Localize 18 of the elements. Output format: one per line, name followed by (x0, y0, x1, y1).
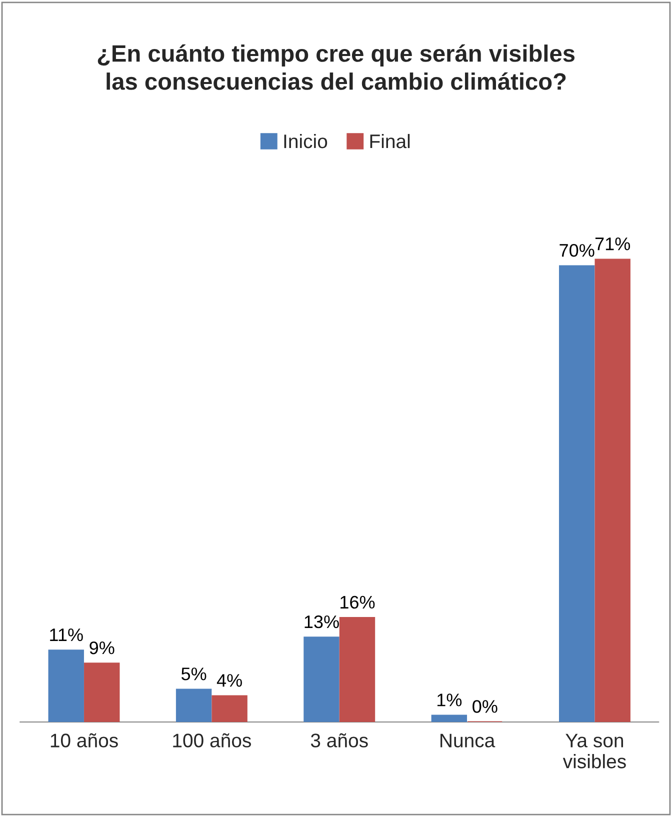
data-label: 5% (181, 668, 206, 680)
chart-title: ¿En cuánto tiempo cree que serán visibles las consecuencias del cambio climático? (98, 44, 575, 90)
legend-label: Inicio (284, 134, 328, 148)
data-label: 0% (472, 700, 498, 713)
data-label: 70% (560, 244, 594, 257)
data-label: 1% (437, 694, 462, 706)
x-tick-label: Nunca (440, 734, 496, 748)
x-tick-label: 3 años (310, 733, 368, 748)
x-tick-label: Ya son visibles (562, 734, 626, 768)
data-label: 13% (304, 615, 339, 628)
data-label: 11% (50, 628, 83, 642)
data-label: 71% (595, 238, 630, 250)
x-tick-label: 10 años (50, 733, 118, 748)
data-label: 4% (216, 674, 242, 687)
data-label: 9% (90, 641, 114, 654)
x-tick-label: 100 años (173, 733, 251, 748)
legend-label: Final (370, 134, 410, 148)
data-label: 16% (340, 596, 375, 609)
